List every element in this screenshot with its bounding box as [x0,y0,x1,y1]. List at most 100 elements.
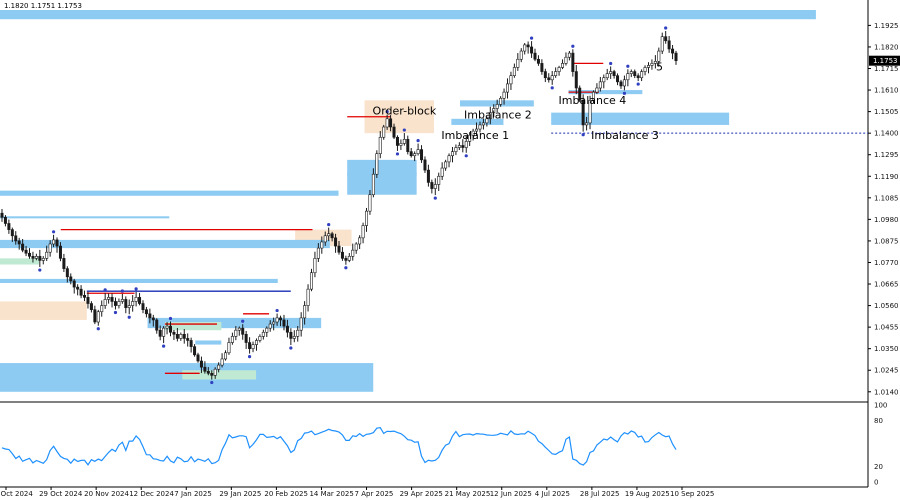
candle-body [533,52,537,60]
candle-body [595,87,599,93]
candle-body [409,151,413,157]
candle-body [193,346,197,356]
candle-body [653,61,657,64]
indicator-line [1,427,677,466]
candle-body [320,241,324,249]
time-tick-label: 12 Dec 2024 [129,490,174,498]
price-tick-label: 1.0665 [874,281,899,289]
candle-body [633,71,637,76]
price-tick-label: 1.0455 [874,324,899,332]
grid-layer [0,0,869,488]
price-tick-label: 1.1190 [874,173,899,181]
candle-body [612,71,616,76]
candle-body [636,75,640,79]
fractal-up-marker [571,44,575,48]
fractal-up-marker [385,110,389,114]
time-tick-label: 29 Oct 2024 [39,490,83,498]
candle-body [210,373,214,376]
candle-body [643,67,647,72]
candle-body [485,118,489,124]
candle-body [148,313,152,319]
fractal-down-marker [38,268,42,272]
candle-body [230,336,234,343]
candle-body [609,71,613,74]
zone-blue-7 [551,112,730,125]
candle-body [309,272,313,290]
zone-green-19 [182,370,257,380]
candle-body [512,67,516,76]
candle-body [248,342,252,349]
fractal-up-marker [664,26,668,30]
candle-body [330,233,334,239]
candle-body [38,256,42,261]
price-tick-label: 1.1085 [874,194,899,202]
candle-body [588,100,592,124]
candle-body [93,309,97,323]
candle-body [58,245,62,259]
candle-body [162,327,166,337]
candle-body [3,217,7,224]
price-tick-label: 1.0560 [874,302,899,310]
candle-body [203,366,207,372]
candle-body [337,245,341,253]
imbalance-5-label: 5 [656,61,663,74]
price-tick-label: 1.0770 [874,259,899,267]
candle-body [571,52,575,72]
fractal-up-marker [327,222,331,227]
fractal-down-marker [113,310,118,315]
zone-blue-15 [147,317,322,329]
candle-body [24,249,28,254]
candle-body [62,258,66,269]
candle-body [296,329,300,337]
fractal-down-marker [464,154,468,158]
candle-body [110,297,114,302]
levels-layer [60,62,868,374]
candle-body [76,286,80,290]
candle-body [234,329,238,337]
candle-body [138,297,142,304]
candle-body [440,167,444,177]
candle-body [31,256,35,259]
candle-body [113,301,117,306]
candle-body [354,243,358,251]
candle-body [7,223,11,230]
candle-body [389,118,393,128]
candle-body [547,77,551,81]
candle-body [519,50,523,60]
candle-body [382,126,386,138]
price-tick-label: 1.1295 [874,151,899,159]
fractal-down-marker [162,344,166,348]
current-price-label: 1.1753 [873,57,898,65]
candle-body [406,139,410,152]
candle-body [155,319,159,331]
fractal-up-marker [103,288,107,292]
ohlc-readout: 1.1820 1.1751 1.1753 [4,2,82,10]
fractal-up-marker [241,319,245,323]
zone-blue-17 [195,340,222,345]
candle-body [275,317,279,323]
zones-layer [0,10,816,392]
fractal-down-marker [550,86,554,90]
candle-body [14,235,18,242]
candle-body [134,297,138,302]
candle-body [616,75,620,83]
candle-body [100,305,104,313]
zone-blue-8 [568,90,643,95]
candle-body [303,305,307,319]
candle-body [468,134,472,142]
candle-body [622,79,626,87]
candle-body [550,75,554,81]
candle-body [674,52,678,61]
candle-body [89,303,93,310]
candle-body [55,239,59,247]
candle-body [543,71,547,79]
candle-body [186,338,190,341]
fractal-down-marker [210,380,214,385]
candle-body [481,122,485,126]
time-tick-label: 20 Feb 2025 [264,490,308,498]
candle-body [646,65,650,68]
zone-green-12 [0,258,40,265]
time-tick-label: 12 Jun 2025 [490,490,532,498]
candle-body [65,268,69,278]
